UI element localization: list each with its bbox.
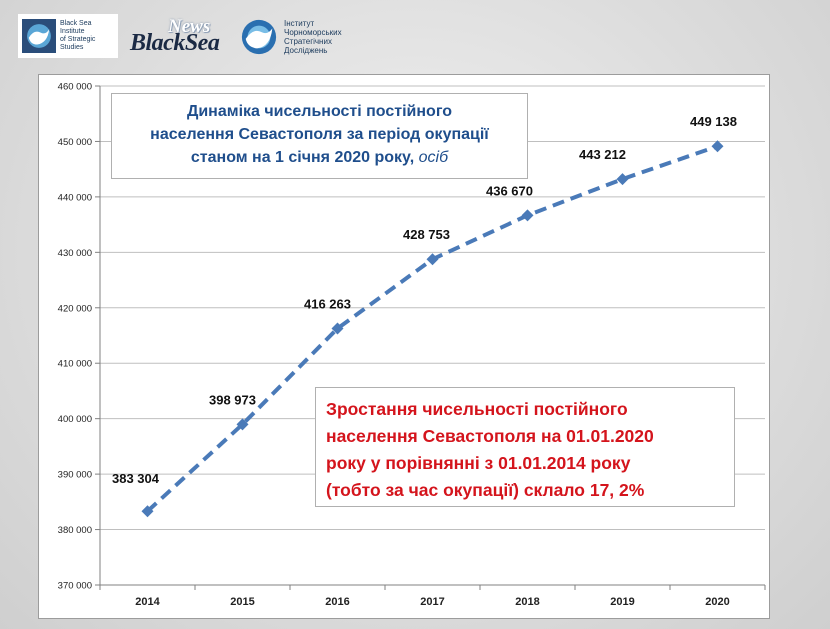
chart-title-line-3: станом на 1 січня 2020 року, [190, 149, 415, 166]
y-tick-label: 420 000 [58, 303, 92, 314]
data-point [521, 209, 534, 222]
institute-name-en: Black Sea Institute of Strategic Studies [60, 20, 96, 51]
institute-name-ua: Інститут Чорноморських Стратегічних Досл… [284, 19, 342, 55]
note-line-4: (тобто за час окупації) склало [326, 480, 585, 500]
y-tick-label: 460 000 [58, 82, 92, 93]
y-tick-label: 410 000 [58, 359, 92, 370]
x-tick-label: 2017 [420, 596, 444, 608]
wave-logo-icon [241, 19, 277, 55]
blacksea-news-logo: News BlackSea [130, 16, 240, 56]
y-tick-label: 400 000 [58, 414, 92, 425]
y-tick-label: 440 000 [58, 192, 92, 203]
x-tick-label: 2016 [325, 596, 349, 608]
data-label: 398 973 [209, 392, 256, 407]
wave-logo-icon [22, 19, 56, 53]
note-growth-value: 17, 2% [584, 480, 645, 500]
data-point [426, 253, 439, 266]
data-point [236, 418, 249, 431]
chart-title-box: Динаміка чисельності постійного населенн… [111, 93, 528, 179]
x-tick-label: 2018 [515, 596, 539, 608]
y-tick-label: 380 000 [58, 525, 92, 536]
x-tick-label: 2014 [135, 596, 160, 608]
y-tick-label: 450 000 [58, 137, 92, 148]
data-point [331, 322, 344, 335]
y-tick-label: 370 000 [58, 581, 92, 592]
data-point [141, 505, 154, 518]
chart-title-line-2: населення Севастополя за період окупації [150, 126, 489, 143]
data-point [616, 173, 629, 186]
data-label: 428 753 [403, 227, 450, 242]
blacksea-label: BlackSea [130, 30, 220, 56]
x-tick-label: 2019 [610, 596, 634, 608]
institute-logo-ua: Інститут Чорноморських Стратегічних Досл… [240, 16, 342, 58]
note-line-1: Зростання чисельності постійного [326, 399, 628, 419]
note-line-3: року у порівнянні з 01.01.2014 року [326, 453, 631, 473]
chart-title-line-1: Динаміка чисельності постійного [186, 103, 453, 120]
y-tick-label: 430 000 [58, 248, 92, 259]
x-tick-label: 2020 [705, 596, 729, 608]
data-label: 436 670 [486, 183, 533, 198]
data-point [711, 140, 724, 153]
institute-logo: Black Sea Institute of Strategic Studies [18, 14, 118, 58]
x-tick-label: 2015 [230, 596, 254, 608]
chart-title-unit: осіб [418, 149, 449, 166]
growth-note-box: Зростання чисельності постійного населен… [315, 387, 735, 507]
data-label: 449 138 [690, 114, 737, 129]
data-label: 383 304 [112, 471, 160, 486]
data-label: 416 263 [304, 296, 351, 311]
data-label: 443 212 [579, 147, 626, 162]
news-label: News [168, 16, 211, 37]
y-tick-label: 390 000 [58, 470, 92, 481]
note-line-2: населення Севастополя на 01.01.2020 [326, 426, 654, 446]
